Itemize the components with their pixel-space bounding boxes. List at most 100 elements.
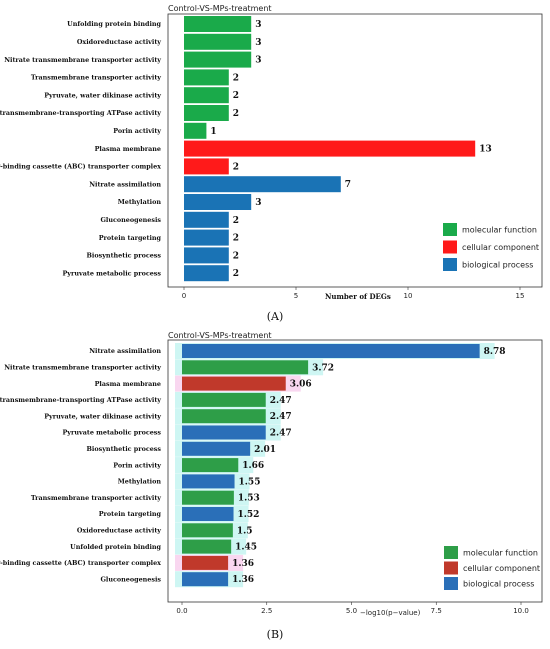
chart-a-bar <box>184 105 229 121</box>
chart-a-bar <box>184 247 229 264</box>
chart-b-title: Control-VS-MPs-treatment <box>168 331 272 340</box>
chart-b-bar <box>182 539 232 554</box>
chart-a-title: Control-VS-MPs-treatment <box>168 4 272 13</box>
chart-a-value-label: 3 <box>255 56 261 66</box>
chart-a-bar <box>184 176 341 193</box>
chart-a-value-label: 7 <box>345 180 351 190</box>
chart-b-legend-swatch <box>444 546 458 559</box>
chart-b-value-label: 1.66 <box>242 461 264 471</box>
chart-b-category-label: Methylation <box>118 478 162 486</box>
chart-b-bar <box>182 474 235 489</box>
chart-a-category-label: Transmembrane transporter activity <box>31 74 161 82</box>
chart-a-category-label: Unfolding protein binding <box>67 20 161 28</box>
chart-a-category-label: Oxidoreductase activity <box>77 38 161 46</box>
chart-a-legend-label: molecular function <box>462 226 537 235</box>
chart-b-category-label: Unfolded protein binding <box>70 543 161 551</box>
chart-a-bar <box>184 211 229 228</box>
chart-a-bar <box>184 51 252 68</box>
chart-a-category-label: Nitrate transmembrane transporter activi… <box>4 56 161 64</box>
chart-a-value-label: 2 <box>233 73 239 83</box>
chart-b-category-label: Plasma membrane <box>95 380 161 388</box>
chart-a-category-label: Plasma membrane <box>95 145 161 153</box>
chart-b-legend-swatch <box>444 577 458 590</box>
chart-a-value-label: 3 <box>255 198 261 208</box>
chart-a-value-label: 2 <box>233 216 239 226</box>
chart-b-value-label: 1.36 <box>232 575 254 585</box>
chart-a-bar <box>184 265 229 282</box>
panel-label-b: (B) <box>267 628 284 641</box>
chart-b-bar <box>182 555 229 570</box>
chart-a-bar <box>184 140 476 157</box>
chart-b-value-label: 2.47 <box>270 429 292 439</box>
chart-b-value-label: 1.52 <box>238 510 260 520</box>
chart-b-bar <box>182 458 239 473</box>
chart-a-tick-label: 10 <box>404 292 413 300</box>
chart-a-value-label: 1 <box>210 127 216 137</box>
chart-a-bar <box>184 16 252 32</box>
chart-b-value-label: 1.53 <box>238 494 260 504</box>
chart-a-value-label: 13 <box>479 145 492 155</box>
chart-b-bar <box>182 409 266 424</box>
chart-a-value-label: 2 <box>233 251 239 261</box>
chart-b-value-label: 2.01 <box>254 445 276 455</box>
chart-b-value-label: 2.47 <box>270 412 292 422</box>
chart-a-bar <box>184 69 229 86</box>
chart-b-legend-swatch <box>444 561 458 575</box>
chart-b-tick-label: 10.0 <box>513 607 529 615</box>
chart-b-category-label: ATP-binding cassette (ABC) transporter c… <box>0 559 161 567</box>
chart-a-bar <box>184 194 252 210</box>
chart-b-category-label: Oxidoreductase activity <box>77 527 161 535</box>
chart-b-bar <box>182 490 234 505</box>
chart-b-xlabel: −log10(p−value) <box>360 609 421 617</box>
chart-b-value-label: 2.47 <box>270 396 292 406</box>
chart-b-bar <box>182 441 251 456</box>
chart-a-value-label: 2 <box>233 162 239 172</box>
chart-a-legend-swatch <box>443 240 457 254</box>
chart-a-legend-swatch <box>443 223 457 236</box>
chart-b-bar <box>182 523 233 538</box>
chart-a-bar <box>184 158 229 175</box>
chart-b-value-label: 3.06 <box>290 380 312 390</box>
chart-a-category-label: Pyruvate, water dikinase activity <box>44 91 161 99</box>
chart-a-value-label: 2 <box>233 109 239 119</box>
chart-b-category-label: Nitrate transmembrane-transporting ATPas… <box>0 396 161 404</box>
chart-b-bar <box>182 360 309 375</box>
chart-b-category-label: Nitrate assimilation <box>89 347 161 355</box>
chart-a-category-label: Porin activity <box>113 127 161 135</box>
chart-b-bar <box>182 344 480 358</box>
chart-b-tick-label: 5.0 <box>346 607 357 615</box>
chart-b-legend-label: cellular component <box>463 564 540 573</box>
chart-b-value-label: 1.55 <box>239 477 261 487</box>
chart-a-value-label: 3 <box>255 20 261 30</box>
chart-b-value-label: 8.78 <box>484 347 506 357</box>
chart-a-xlabel: Number of DEGs <box>325 292 391 301</box>
chart-a-value-label: 3 <box>255 38 261 48</box>
chart-a-value-label: 2 <box>233 91 239 101</box>
chart-b-bar <box>182 392 266 407</box>
chart-a-legend-swatch <box>443 258 457 271</box>
chart-a-category-label: Nitrate assimilation <box>89 180 161 188</box>
chart-a-legend-label: cellular component <box>462 243 539 252</box>
chart-a-category-label: Methylation <box>118 198 162 206</box>
chart-a-legend-label: biological process <box>462 261 533 270</box>
chart-a-category-label: Gluconeogenesis <box>100 216 161 224</box>
chart-b-value-label: 1.45 <box>235 543 257 553</box>
chart-b-value-label: 3.72 <box>312 363 334 373</box>
chart-a-bar <box>184 87 229 104</box>
chart-a-category-label: Biosynthetic process <box>87 252 162 260</box>
chart-a-category-label: Pyruvate metabolic process <box>62 269 161 277</box>
chart-b-category-label: Biosynthetic process <box>87 445 162 453</box>
chart-b-category-label: Nitrate transmembrane transporter activi… <box>4 364 161 372</box>
chart-a-tick-label: 5 <box>294 292 298 300</box>
chart-b-value-label: 1.36 <box>232 559 254 569</box>
chart-b-value-label: 1.5 <box>237 526 253 536</box>
chart-b-category-label: Porin activity <box>113 461 161 469</box>
chart-b-bar <box>182 376 286 391</box>
chart-a-bar <box>184 229 229 246</box>
chart-b-category-label: Protein targeting <box>99 510 162 518</box>
chart-a-category-label: Protein targeting <box>99 234 162 242</box>
chart-b-bar <box>182 425 266 440</box>
chart-a-bar <box>184 122 207 139</box>
chart-b-legend-label: molecular function <box>463 549 538 558</box>
